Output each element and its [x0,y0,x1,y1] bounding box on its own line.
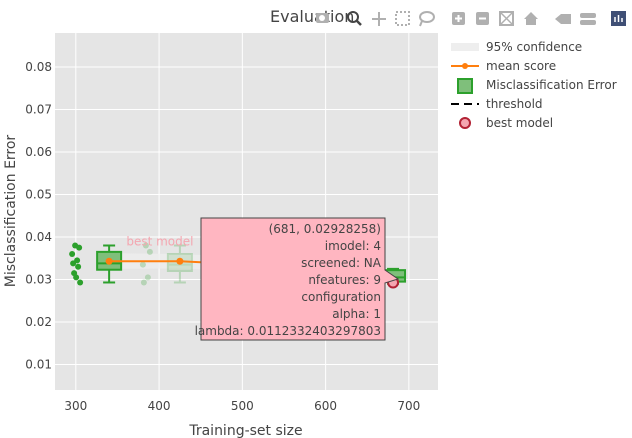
reset-axes-icon[interactable] [524,12,538,25]
x-tick-label: 600 [314,399,337,413]
legend-item-best[interactable]: best model [459,116,553,130]
box-point [146,248,153,255]
hover-line-lambda: lambda: 0.0112332403297803 [195,324,381,338]
zoom-icon[interactable] [347,11,362,26]
y-axis-ticks: 0.01 0.02 0.03 0.04 0.05 0.06 0.07 0.08 [25,60,52,372]
x-axis-title: Training-set size [188,423,302,438]
y-axis-title: Misclassification Error [3,135,19,288]
zoom-in-icon[interactable] [452,12,465,25]
y-tick-label: 0.07 [25,103,52,117]
hover-line-screened: screened: NA [301,256,382,270]
plotly-logo-icon[interactable] [611,11,626,26]
y-tick-label: 0.08 [25,60,52,74]
modebar [316,11,626,27]
x-axis-ticks: 300 400 500 600 700 [64,399,420,413]
zoom-out-icon[interactable] [476,12,489,25]
mean-score-point [176,257,184,265]
hover-line-nfeatures: nfeatures: 9 [308,273,381,287]
x-tick-label: 400 [148,399,171,413]
mean-score-point [105,257,113,265]
hover-line-alpha: alpha: 1 [332,307,381,321]
box-point [69,251,76,257]
x-tick-label: 300 [64,399,87,413]
legend-item-confidence[interactable]: 95% confidence [451,40,582,54]
box-point [139,261,146,268]
hover-tooltip-box [200,217,400,341]
legend-item-boxes[interactable]: Misclassification Error [457,78,617,94]
camera-icon[interactable] [316,13,329,23]
chart-title: Evaluation [270,7,354,26]
svg-text:95% confidence: 95% confidence [486,40,582,54]
legend-item-threshold[interactable]: threshold [451,97,543,111]
y-tick-label: 0.06 [25,145,52,159]
box-point [73,274,80,281]
box-point [75,263,82,270]
legend-item-mean[interactable]: mean score [451,59,556,73]
x-tick-label: 500 [231,399,254,413]
lasso-icon[interactable] [419,11,435,27]
box-point [142,242,149,249]
autoscale-icon[interactable] [499,11,514,26]
y-tick-label: 0.05 [25,188,52,202]
box-point [70,260,77,267]
y-tick-label: 0.01 [25,358,52,372]
svg-text:threshold: threshold [486,97,543,111]
hover-tooltip: (681, 0.02928258) imodel: 4 screened: NA… [195,217,400,341]
y-tick-label: 0.03 [25,273,52,287]
svg-text:Misclassification Error: Misclassification Error [486,78,617,92]
legend: 95% confidence mean score Misclassificat… [451,40,617,130]
box-point [144,274,151,281]
box-point [140,279,147,286]
box-point [76,244,83,251]
x-tick-label: 700 [397,399,420,413]
hover-line-imodel: imodel: 4 [325,239,381,253]
gridlines [55,33,438,390]
spike-lines-icon[interactable] [555,14,571,24]
y-tick-label: 0.02 [25,315,52,329]
compare-hover-icon[interactable] [580,13,596,25]
best-model-label: best model [126,235,193,249]
box-point [77,279,84,286]
pan-icon[interactable] [372,12,386,26]
svg-text:best model: best model [486,116,553,130]
y-tick-label: 0.04 [25,230,52,244]
box-select-icon[interactable] [395,11,410,26]
hover-line-configuration: configuration [301,290,381,304]
hover-line-coords: (681, 0.02928258) [269,222,381,236]
svg-text:mean score: mean score [486,59,556,73]
